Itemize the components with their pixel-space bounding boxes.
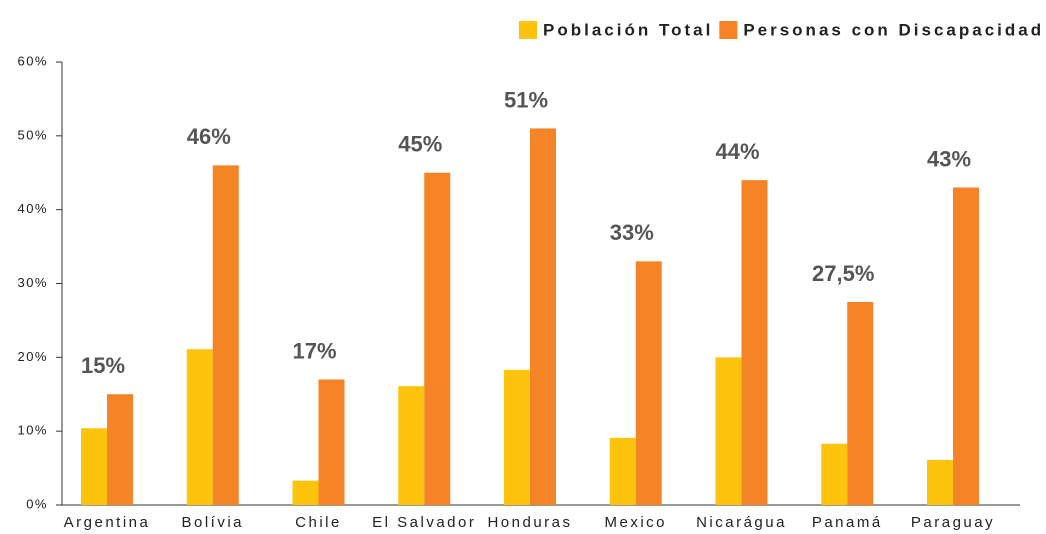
bar <box>635 261 662 505</box>
x-tick-label: Mexico <box>604 514 667 531</box>
bar <box>821 443 848 505</box>
value-label: 33% <box>610 220 654 245</box>
x-tick-label: Panamá <box>812 514 883 531</box>
x-tick-label: Nicarágua <box>696 514 787 531</box>
legend-label: Personas con Discapacidad <box>743 20 1044 39</box>
y-tick-label: 50% <box>17 127 48 142</box>
x-tick-label: Argentina <box>64 514 151 531</box>
x-tick-label: Chile <box>295 514 342 531</box>
legend-swatch <box>719 21 738 39</box>
value-label: 45% <box>398 132 442 157</box>
value-label: 15% <box>81 353 125 378</box>
bar <box>741 180 768 505</box>
bar <box>715 357 742 505</box>
x-tick-label: El Salvador <box>372 514 476 531</box>
bar <box>318 379 345 505</box>
bar <box>530 128 556 505</box>
value-label: 44% <box>715 139 759 164</box>
y-tick-label: 30% <box>17 275 48 290</box>
bar <box>292 480 319 505</box>
value-label: 51% <box>504 87 548 112</box>
value-label: 27,5% <box>812 261 874 286</box>
x-tick-label: Paraguay <box>911 514 995 531</box>
bar <box>504 369 530 505</box>
y-tick-label: 40% <box>17 201 48 216</box>
y-tick-label: 60% <box>17 53 48 68</box>
bar <box>212 165 239 505</box>
bar <box>927 459 953 505</box>
x-tick-label: Honduras <box>487 514 572 531</box>
x-tick-label: Bolívia <box>181 514 244 531</box>
bar <box>398 386 425 505</box>
value-label: 17% <box>292 338 336 363</box>
bar <box>81 428 107 505</box>
bar <box>107 394 133 505</box>
value-label: 46% <box>187 124 231 149</box>
bar <box>847 301 874 505</box>
y-tick-label: 10% <box>17 423 48 438</box>
bar <box>953 187 979 505</box>
legend-label: Población Total <box>543 20 713 39</box>
y-tick-label: 0% <box>26 496 48 511</box>
bar <box>186 349 213 505</box>
value-label: 43% <box>927 146 971 171</box>
bar <box>609 437 636 505</box>
bar <box>424 172 451 505</box>
y-tick-label: 20% <box>17 349 48 364</box>
legend-swatch <box>519 21 537 39</box>
